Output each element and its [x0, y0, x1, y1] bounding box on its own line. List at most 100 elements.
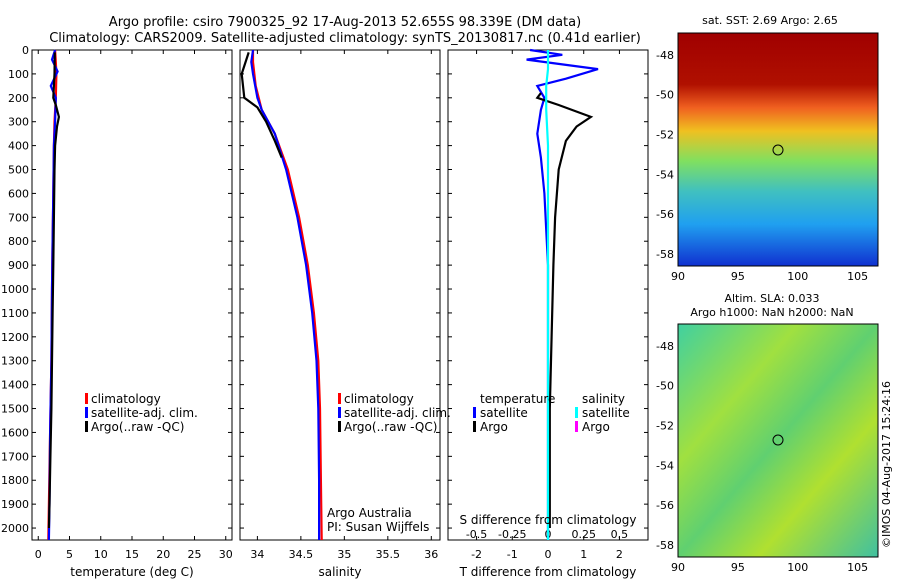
map-y-tick-label: -52	[656, 420, 674, 433]
x-tick-label: -2	[471, 548, 482, 561]
sla-map-argo-marker	[772, 434, 784, 446]
y-tick-label: 200	[8, 92, 29, 105]
y-tick-label: 1300	[1, 355, 29, 368]
x-tick-label: 35.5	[376, 548, 401, 561]
series-line	[240, 52, 283, 159]
map-y-tick-label: -50	[656, 380, 674, 393]
top-x-tick-label: 0.25	[571, 528, 596, 541]
x-tick-label: 25	[188, 548, 202, 561]
difference-series	[526, 48, 599, 540]
difference-axes: -2 -1 0 1 2-0.5 -0.25 0 0.25 0.5	[448, 49, 648, 561]
y-tick-label: 900	[8, 259, 29, 272]
legend-swatch-t-argo	[473, 421, 476, 432]
y-tick-label: 1400	[1, 379, 29, 392]
header-line2: Climatology: CARS2009. Satellite-adjuste…	[49, 31, 641, 46]
y-tick-label: 1500	[1, 403, 29, 416]
x-tick-label: 2	[616, 548, 623, 561]
credit-line1: Argo Australia	[327, 506, 412, 520]
sst-map-axes: 90 95 100 105 -48 -50 -52 -54 -56 -58	[656, 49, 868, 283]
legend-swatch-climatology	[85, 393, 88, 404]
map-y-tick-label: -56	[656, 208, 674, 221]
sla-map-title2: Argo h1000: NaN h2000: NaN	[690, 306, 853, 319]
sla-map-axes: 90 95 100 105 -48 -50 -52 -54 -56 -58	[656, 340, 868, 574]
y-tick-label: 1600	[1, 426, 29, 439]
legend-label-satellite: satellite-adj. clim.	[344, 406, 451, 420]
difference-legend: temperature salinity satellite satellite…	[473, 392, 630, 434]
map-x-tick-label: 90	[671, 561, 685, 574]
legend-label-climatology: climatology	[344, 392, 414, 406]
y-tick-label: 600	[8, 187, 29, 200]
legend-label-satellite: satellite-adj. clim.	[91, 406, 198, 420]
map-x-tick-label: 100	[787, 561, 808, 574]
x-tick-label: 15	[125, 548, 139, 561]
legend-label-argo: Argo(..raw -QC)	[344, 420, 437, 434]
temperature-xlabel: temperature (deg C)	[70, 565, 193, 579]
series-line	[545, 50, 550, 540]
sla-map-image	[677, 323, 879, 558]
x-tick-label: 36	[424, 548, 438, 561]
x-tick-label: 0	[35, 548, 42, 561]
x-tick-label: 1	[580, 548, 587, 561]
sst-map-argo-marker	[772, 144, 784, 156]
x-tick-label: 10	[94, 548, 108, 561]
x-tick-label: 5	[66, 548, 73, 561]
temperature-axes: 0100200300400500600700800900100011001200…	[1, 44, 233, 561]
legend-swatch-s-argo	[575, 421, 578, 432]
legend-swatch-argo	[338, 421, 341, 432]
map-y-tick-label: -50	[656, 89, 674, 102]
salinity-legend: climatology satellite-adj. clim. Argo(..…	[338, 392, 451, 434]
x-tick-label: 20	[156, 548, 170, 561]
map-y-tick-label: -56	[656, 499, 674, 512]
series-line	[526, 48, 599, 540]
x-tick-label: 34.5	[289, 548, 314, 561]
x-tick-label: 35	[337, 548, 351, 561]
y-tick-label: 300	[8, 116, 29, 129]
legend-swatch-s-satellite	[575, 407, 578, 418]
map-y-tick-label: -58	[656, 248, 674, 261]
legend-swatch-satellite	[85, 407, 88, 418]
y-tick-label: 1000	[1, 283, 29, 296]
y-tick-label: 1200	[1, 331, 29, 344]
sla-map-title1: Altim. SLA: 0.033	[724, 292, 819, 305]
legend-label-s-satellite: satellite	[582, 406, 630, 420]
map-x-tick-label: 95	[731, 561, 745, 574]
map-y-tick-label: -54	[656, 168, 674, 181]
y-tick-label: 400	[8, 140, 29, 153]
legend-label-t-satellite: satellite	[480, 406, 528, 420]
series-line	[535, 92, 594, 528]
legend-header-temperature: temperature	[480, 392, 555, 406]
y-tick-label: 1700	[1, 450, 29, 463]
legend-label-climatology: climatology	[91, 392, 161, 406]
legend-header-salinity: salinity	[582, 392, 625, 406]
salinity-axes: 34 34.5 35 35.5 36	[240, 49, 440, 561]
y-tick-label: 1100	[1, 307, 29, 320]
y-tick-label: 0	[22, 44, 29, 57]
x-tick-label: 30	[219, 548, 233, 561]
credit-line2: PI: Susan Wijffels	[327, 520, 429, 534]
map-y-tick-label: -48	[656, 49, 674, 62]
series-line	[251, 50, 323, 541]
map-x-tick-label: 90	[671, 270, 685, 283]
map-x-tick-label: 100	[787, 270, 808, 283]
footer-credit: ©IMOS 04-Aug-2017 15:24:16	[880, 381, 893, 548]
y-tick-label: 100	[8, 68, 29, 81]
top-x-tick-label: 0.5	[611, 528, 629, 541]
map-y-tick-label: -52	[656, 129, 674, 142]
salinity-xlabel: salinity	[318, 565, 361, 579]
y-tick-label: 1800	[1, 474, 29, 487]
temperature-legend: climatology satellite-adj. clim. Argo(..…	[85, 392, 198, 434]
legend-label-argo: Argo(..raw -QC)	[91, 420, 184, 434]
y-tick-label: 2000	[1, 522, 29, 535]
sst-map-image	[677, 32, 879, 267]
map-y-tick-label: -48	[656, 340, 674, 353]
top-x-tick-label: -0.5	[466, 528, 487, 541]
top-x-tick-label: -0.25	[498, 528, 526, 541]
s-difference-label: S difference from climatology	[460, 513, 637, 527]
legend-swatch-t-satellite	[473, 407, 476, 418]
legend-swatch-satellite	[338, 407, 341, 418]
x-tick-label: 0	[545, 548, 552, 561]
salinity-panel-frame	[239, 49, 441, 541]
series-line	[250, 49, 321, 540]
legend-swatch-climatology	[338, 393, 341, 404]
